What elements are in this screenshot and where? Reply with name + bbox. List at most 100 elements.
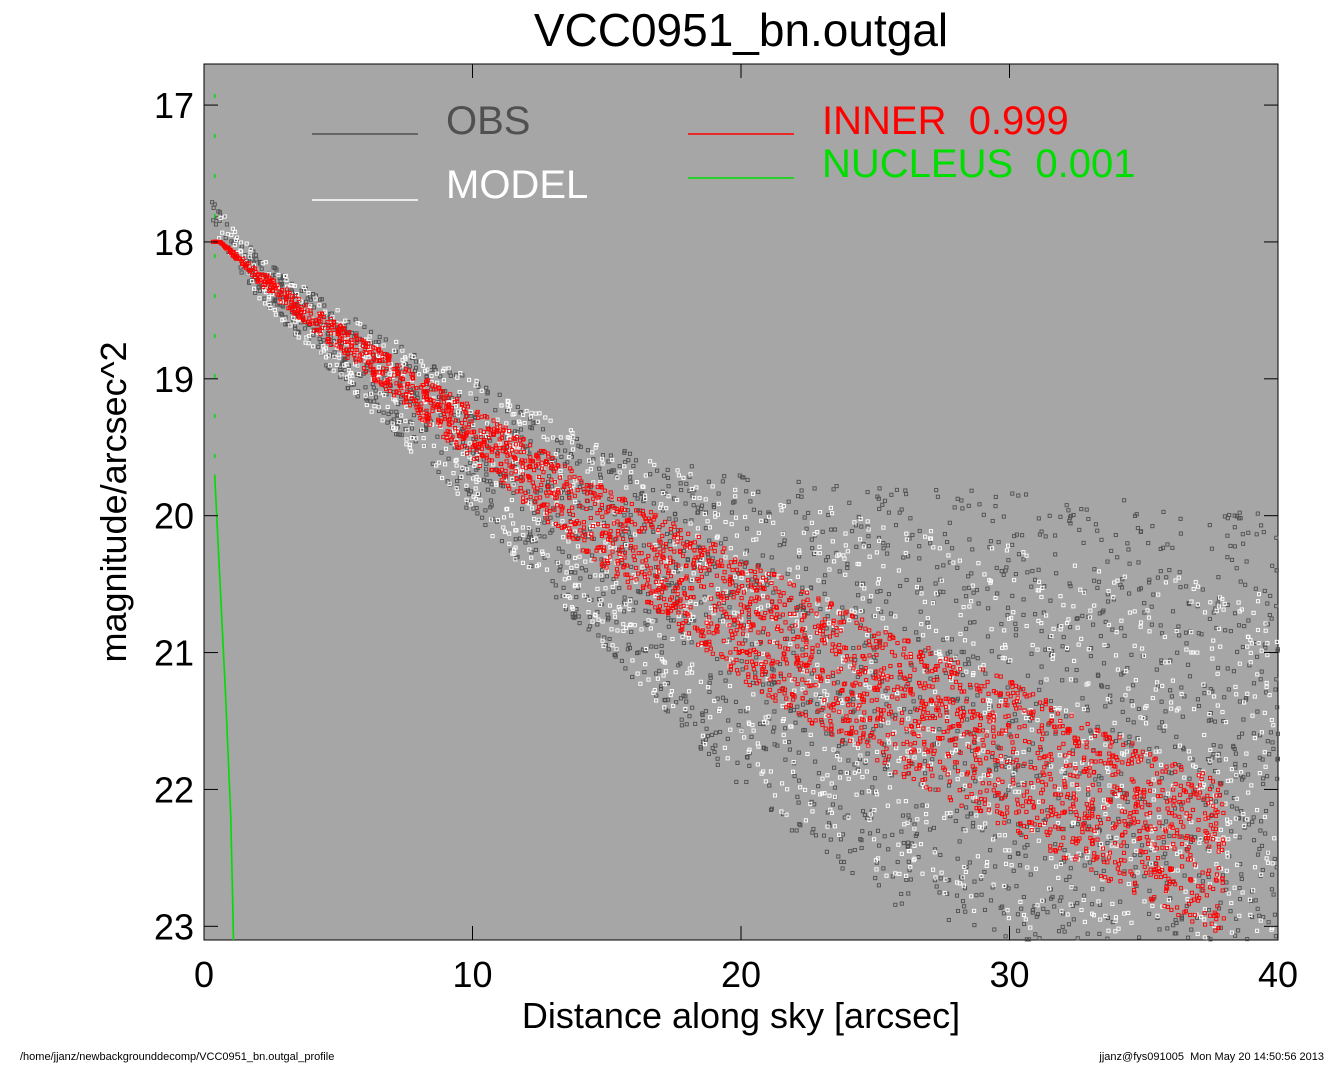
- obs-point: [1237, 886, 1242, 891]
- obs-point: [989, 649, 994, 654]
- obs-point: [675, 569, 680, 574]
- obs-point: [938, 876, 943, 881]
- obs-point: [1260, 867, 1265, 873]
- obs-point: [1225, 555, 1230, 560]
- obs-point: [1195, 697, 1200, 702]
- obs-point: [988, 539, 993, 544]
- obs-point: [974, 588, 979, 593]
- obs-point: [1056, 796, 1061, 801]
- obs-point: [431, 364, 437, 369]
- obs-point: [1064, 667, 1069, 672]
- obs-point: [703, 612, 709, 617]
- obs-point: [1172, 744, 1178, 749]
- obs-point: [523, 540, 528, 545]
- obs-point: [831, 628, 836, 633]
- obs-point: [877, 486, 882, 491]
- obs-point: [821, 833, 827, 838]
- obs-point: [483, 508, 488, 513]
- obs-point: [789, 828, 794, 833]
- obs-point: [1246, 772, 1251, 777]
- obs-point: [1043, 534, 1048, 539]
- obs-point: [893, 523, 899, 528]
- obs-point: [1016, 552, 1022, 557]
- obs-point: [1255, 511, 1260, 516]
- obs-point: [1094, 870, 1099, 876]
- obs-point: [840, 832, 845, 837]
- obs-point: [659, 684, 664, 689]
- obs-point: [756, 489, 761, 494]
- obs-point: [1034, 701, 1039, 706]
- obs-point: [651, 529, 656, 534]
- obs-point: [511, 420, 516, 425]
- obs-point: [682, 548, 687, 553]
- obs-point: [767, 576, 772, 581]
- obs-point: [278, 311, 283, 316]
- obs-point: [851, 697, 856, 702]
- obs-point: [561, 585, 566, 590]
- obs-point: [448, 482, 453, 487]
- obs-point: [1129, 652, 1134, 657]
- obs-point: [1029, 584, 1034, 589]
- obs-point: [1234, 806, 1239, 811]
- obs-point: [979, 876, 984, 881]
- obs-point: [1224, 880, 1229, 885]
- obs-point: [1067, 874, 1072, 879]
- obs-point: [698, 746, 704, 751]
- obs-point: [791, 650, 796, 655]
- obs-point: [715, 762, 720, 767]
- obs-point: [783, 757, 788, 762]
- obs-point: [1238, 516, 1243, 521]
- obs-point: [599, 557, 604, 562]
- plot-area: [203, 63, 1279, 941]
- obs-point: [846, 758, 851, 763]
- obs-point: [982, 869, 987, 875]
- obs-point: [438, 374, 443, 379]
- obs-point: [738, 709, 743, 714]
- obs-point: [960, 899, 966, 904]
- obs-point: [1097, 828, 1102, 833]
- obs-point: [1012, 712, 1017, 717]
- obs-point: [798, 823, 803, 828]
- obs-point: [604, 574, 609, 579]
- obs-point: [894, 487, 899, 492]
- obs-point: [735, 760, 740, 765]
- obs-point: [1226, 687, 1231, 692]
- obs-point: [906, 840, 911, 845]
- obs-point: [666, 484, 671, 489]
- obs-point: [321, 338, 326, 343]
- obs-point: [866, 534, 871, 539]
- obs-point: [808, 585, 813, 590]
- obs-point: [966, 574, 971, 579]
- obs-point: [878, 723, 883, 728]
- obs-point: [665, 467, 670, 472]
- obs-point: [904, 877, 909, 882]
- obs-point: [577, 621, 582, 626]
- obs-point: [1100, 887, 1105, 892]
- obs-point: [1115, 555, 1120, 560]
- obs-point: [963, 909, 968, 914]
- obs-point: [1192, 835, 1198, 840]
- obs-point: [937, 727, 942, 732]
- obs-point: [801, 702, 806, 707]
- obs-point: [1033, 932, 1038, 937]
- obs-point: [778, 673, 783, 678]
- obs-point: [1225, 666, 1230, 671]
- obs-point: [1016, 493, 1021, 498]
- obs-point: [355, 394, 360, 399]
- obs-point: [1232, 513, 1237, 518]
- obs-point: [638, 590, 643, 595]
- obs-point: [1010, 593, 1015, 598]
- obs-point: [574, 595, 579, 600]
- obs-point: [550, 579, 555, 584]
- obs-point: [952, 505, 957, 510]
- obs-point: [1261, 530, 1266, 535]
- obs-point: [1272, 912, 1277, 917]
- obs-point: [870, 785, 875, 790]
- obs-point: [322, 303, 327, 308]
- obs-point: [1200, 587, 1205, 592]
- obs-point: [966, 503, 971, 508]
- obs-point: [744, 560, 749, 565]
- obs-point: [676, 528, 681, 533]
- obs-point: [1261, 781, 1266, 787]
- obs-point: [1034, 914, 1039, 919]
